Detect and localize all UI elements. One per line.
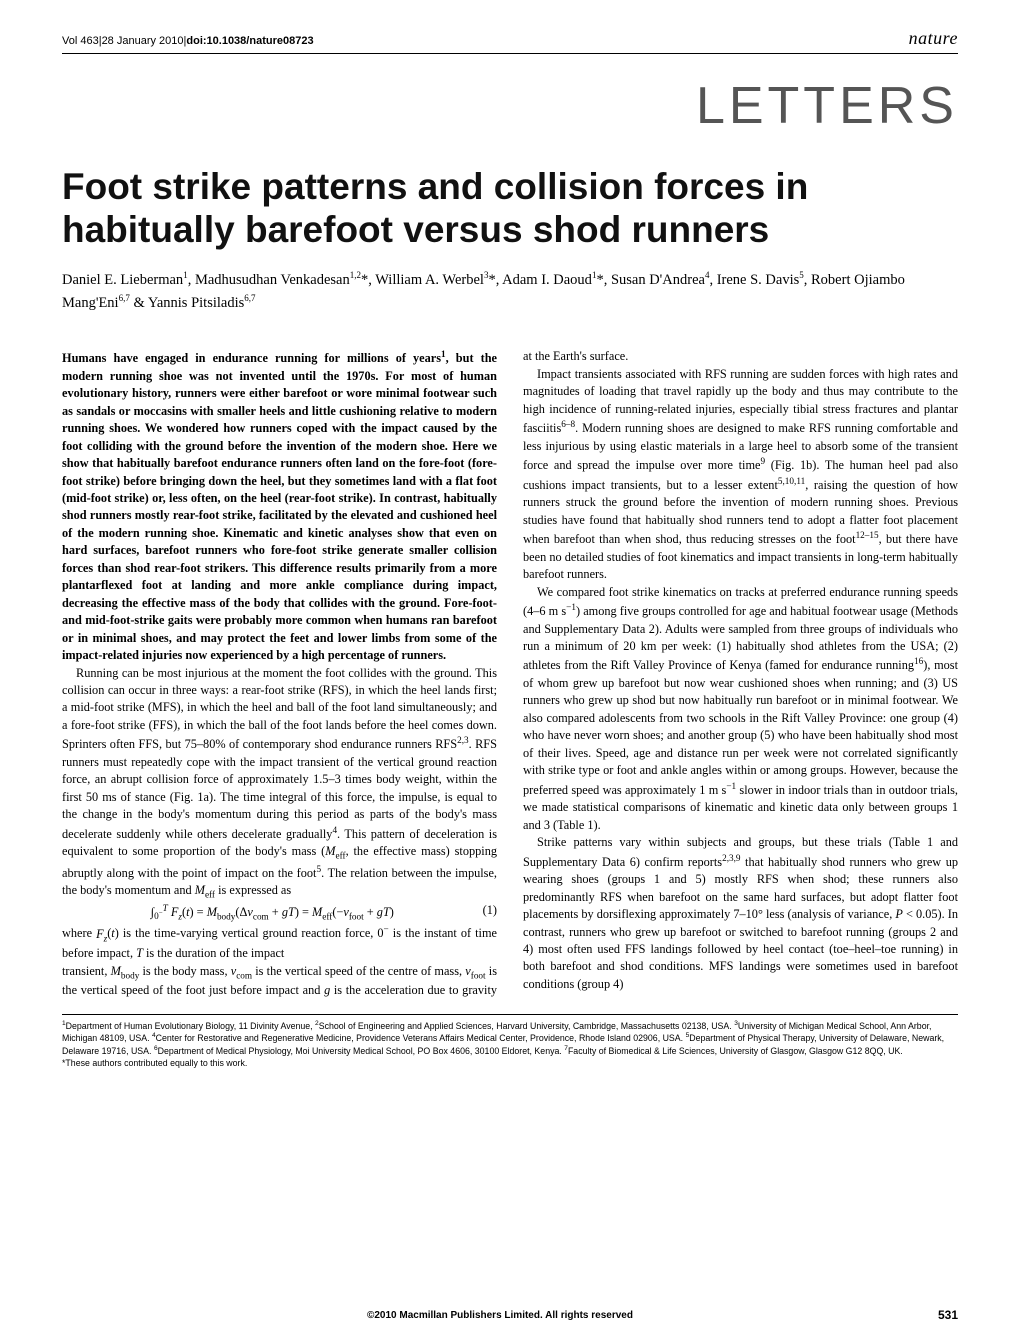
issue-date: 28 January 2010 [102,35,184,47]
journal-logo: nature [909,28,958,49]
body-para-2: where Fz(t) is the time-varying vertical… [62,923,497,962]
page-footer: ©2010 Macmillan Publishers Limited. All … [62,1308,958,1322]
author-list: Daniel E. Lieberman1, Madhusudhan Venkad… [62,269,958,314]
affiliations: 1Department of Human Evolutionary Biolog… [62,1014,958,1070]
article-title: Foot strike patterns and collision force… [62,166,958,251]
header-rule [62,53,958,54]
body-para-4: Impact transients associated with RFS ru… [523,366,958,584]
equation-1: ∫0−T Fz(t) = Mbody(Δvcom + gT) = Meff(−v… [62,902,497,924]
doi: doi:10.1038/nature08723 [186,35,313,47]
body-columns: Humans have engaged in endurance running… [62,348,958,999]
body-para-6: Strike patterns vary within subjects and… [523,834,958,993]
issue-info: Vol 463|28 January 2010|doi:10.1038/natu… [62,35,314,47]
equation-body: ∫0−T Fz(t) = Mbody(Δvcom + gT) = Meff(−v… [151,905,394,919]
abstract: Humans have engaged in endurance running… [62,348,497,664]
copyright: ©2010 Macmillan Publishers Limited. All … [62,1310,938,1321]
section-heading: LETTERS [62,76,958,136]
body-para-1: Running can be most injurious at the mom… [62,665,497,902]
volume: Vol 463 [62,35,99,47]
running-header: Vol 463|28 January 2010|doi:10.1038/natu… [62,28,958,49]
body-para-5: We compared foot strike kinematics on tr… [523,584,958,835]
equation-number: (1) [483,902,497,919]
page-number: 531 [938,1308,958,1322]
